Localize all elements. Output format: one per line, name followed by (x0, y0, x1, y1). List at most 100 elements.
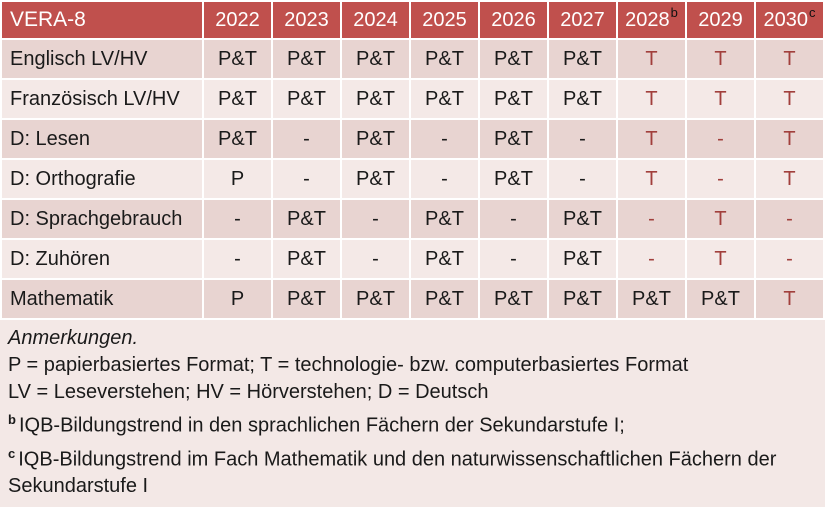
year-header-cell: 2026 (480, 2, 547, 38)
value-cell: T (756, 40, 823, 78)
value-cell: P&T (411, 200, 478, 238)
value-cell: - (411, 120, 478, 158)
value-cell: - (342, 240, 409, 278)
value-cell: T (687, 40, 754, 78)
value-cell: P (204, 160, 271, 198)
value-cell: T (618, 80, 685, 118)
row-label: D: Orthografie (2, 160, 202, 198)
value-cell: - (411, 160, 478, 198)
value-cell: T (687, 240, 754, 278)
value-cell: P&T (549, 240, 616, 278)
value-cell: P&T (411, 240, 478, 278)
value-cell: P&T (480, 40, 547, 78)
year-header-cell: 2025 (411, 2, 478, 38)
year-header-cell: 2030 c (756, 2, 823, 38)
value-cell: - (204, 200, 271, 238)
value-cell: T (687, 200, 754, 238)
row-label: D: Zuhören (2, 240, 202, 278)
table-title-cell: VERA-8 (2, 2, 202, 38)
value-cell: - (618, 240, 685, 278)
value-cell: P&T (273, 280, 340, 318)
value-cell: - (204, 240, 271, 278)
value-cell: - (756, 240, 823, 278)
vera8-table: VERA-8 2022 2023 2024 2025 2026 2027 2028 b 2029… (0, 0, 825, 320)
row-label: Französisch LV/HV (2, 80, 202, 118)
note-text: LV = Leseverstehen; HV = Hörverstehen; D… (8, 381, 489, 403)
value-cell: P&T (480, 280, 547, 318)
value-cell: P&T (480, 160, 547, 198)
year-label: 2026 (491, 8, 536, 31)
value-cell: P&T (411, 40, 478, 78)
value-cell: P&T (204, 80, 271, 118)
note-line: c IQB-Bildungstrend im Fach Mathematik un… (8, 440, 815, 501)
note-line: P = papierbasiertes Format; T = technolo… (8, 352, 815, 379)
notes-section: Anmerkungen. P = papierbasiertes Format;… (0, 320, 825, 500)
year-label: 2025 (422, 8, 467, 31)
year-superscript: c (809, 5, 816, 20)
row-label: Englisch LV/HV (2, 40, 202, 78)
year-label: 2023 (284, 8, 329, 31)
value-cell: P&T (204, 120, 271, 158)
note-superscript: c (8, 445, 16, 461)
value-cell: P&T (549, 280, 616, 318)
year-header-cell: 2028 b (618, 2, 685, 38)
value-cell: - (756, 200, 823, 238)
year-header-cell: 2027 (549, 2, 616, 38)
value-cell: T (618, 120, 685, 158)
row-label: Mathematik (2, 280, 202, 318)
value-cell: T (687, 80, 754, 118)
value-cell: P&T (480, 80, 547, 118)
value-cell: T (756, 120, 823, 158)
value-cell: P&T (342, 280, 409, 318)
year-header-cell: 2029 (687, 2, 754, 38)
value-cell: - (687, 160, 754, 198)
value-cell: - (273, 120, 340, 158)
year-header-cell: 2023 (273, 2, 340, 38)
value-cell: P&T (549, 40, 616, 78)
value-cell: - (687, 120, 754, 158)
row-label: D: Sprachgebrauch (2, 200, 202, 238)
value-cell: T (618, 160, 685, 198)
year-label: 2030 (763, 8, 809, 31)
value-cell: - (273, 160, 340, 198)
year-label: 2024 (353, 8, 398, 31)
value-cell: P&T (273, 240, 340, 278)
year-superscript: b (670, 5, 678, 20)
year-label: 2022 (215, 8, 260, 31)
value-cell: P&T (411, 280, 478, 318)
value-cell: P&T (342, 160, 409, 198)
value-cell: P&T (411, 80, 478, 118)
row-label: D: Lesen (2, 120, 202, 158)
value-cell: P&T (480, 120, 547, 158)
value-cell: P&T (342, 80, 409, 118)
year-label: 2029 (698, 8, 743, 31)
value-cell: T (756, 80, 823, 118)
value-cell: P&T (549, 200, 616, 238)
value-cell: P&T (342, 120, 409, 158)
value-cell: P&T (549, 80, 616, 118)
note-line: b IQB-Bildungstrend in den sprachlichen F… (8, 406, 815, 440)
value-cell: - (480, 240, 547, 278)
note-superscript: b (8, 412, 16, 427)
value-cell: T (756, 160, 823, 198)
value-cell: - (618, 200, 685, 238)
year-label: 2028 (625, 8, 670, 31)
year-header-cell: 2024 (342, 2, 409, 38)
value-cell: - (480, 200, 547, 238)
value-cell: T (756, 280, 823, 318)
value-cell: P&T (687, 280, 754, 318)
value-cell: - (549, 160, 616, 198)
year-header-cell: 2022 (204, 2, 271, 38)
note-text: IQB-Bildungstrend in den sprachlichen Fä… (18, 414, 625, 437)
value-cell: - (549, 120, 616, 158)
value-cell: P&T (618, 280, 685, 318)
note-line: LV = Leseverstehen; HV = Hörverstehen; D… (8, 379, 815, 406)
value-cell: P&T (273, 80, 340, 118)
note-text: IQB-Bildungstrend im Fach Mathematik und… (8, 448, 777, 498)
value-cell: T (618, 40, 685, 78)
value-cell: P&T (204, 40, 271, 78)
value-cell: P&T (273, 40, 340, 78)
notes-heading: Anmerkungen. (8, 327, 139, 349)
year-label: 2027 (560, 8, 605, 31)
